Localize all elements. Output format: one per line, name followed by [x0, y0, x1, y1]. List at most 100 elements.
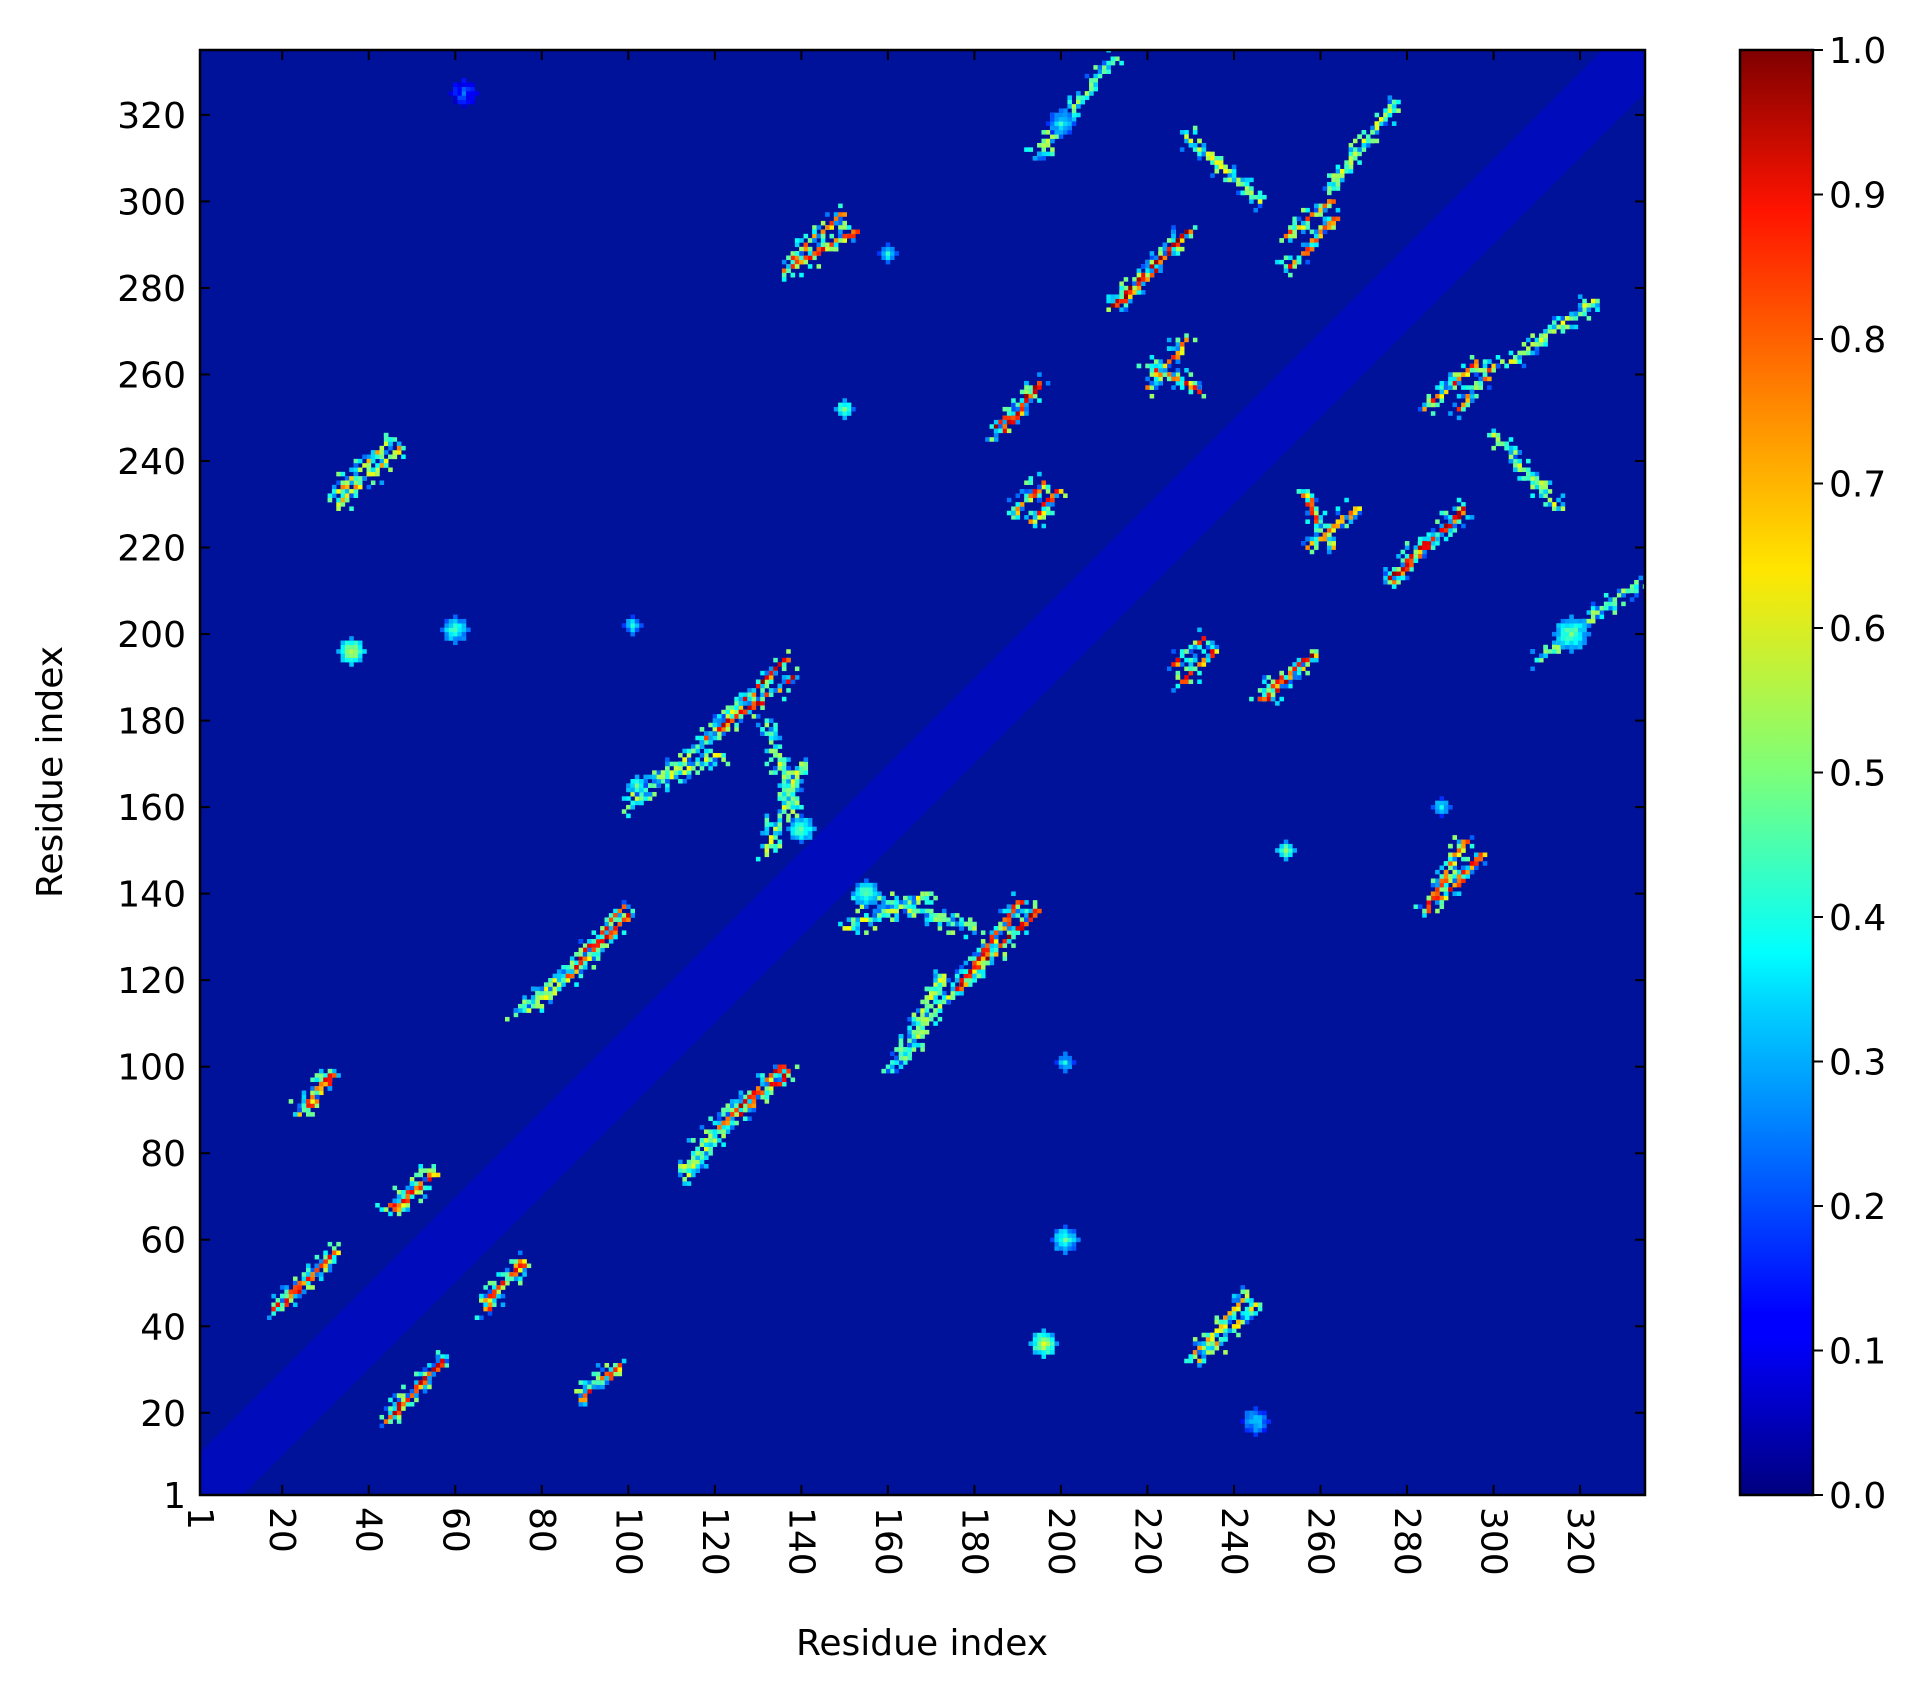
contact-cell: [427, 1168, 432, 1173]
contact-cell: [552, 986, 558, 992]
contact-cell: [911, 1016, 917, 1022]
contact-cell: [786, 774, 791, 780]
contact-cell: [972, 952, 977, 957]
contact-blob-cell: [1050, 1332, 1055, 1338]
contact-cell: [1474, 865, 1479, 871]
contact-blob-cell: [1448, 804, 1453, 810]
contact-cell: [1171, 649, 1176, 654]
contact-cell: [600, 926, 605, 931]
contact-cell: [851, 238, 856, 243]
contact-cell: [764, 813, 770, 819]
contact-cell: [1037, 471, 1042, 477]
contact-cell: [1231, 1324, 1237, 1329]
contact-cell: [842, 212, 848, 217]
contact-cell: [890, 904, 895, 909]
contact-cell: [937, 1008, 943, 1013]
contact-blob-cell: [885, 259, 891, 265]
contact-cell: [985, 952, 990, 957]
contact-cell: [1452, 385, 1458, 390]
contact-cell: [872, 908, 878, 914]
contact-cell: [1452, 372, 1458, 377]
contact-cell: [1500, 441, 1505, 447]
contact-cell: [786, 804, 791, 810]
contact-cell: [760, 843, 765, 849]
contact-cell: [1400, 575, 1406, 581]
contact-cell: [318, 1077, 324, 1083]
contact-cell: [1309, 541, 1315, 546]
contact-cell: [842, 238, 848, 243]
contact-cell: [582, 952, 588, 957]
contact-cell: [1301, 225, 1306, 230]
contact-cell: [1634, 579, 1639, 585]
contact-cell: [734, 705, 739, 710]
contact-cell: [1404, 554, 1410, 559]
contact-cell: [379, 1414, 385, 1420]
contact-cell: [1616, 588, 1622, 594]
contact-cell: [1543, 329, 1548, 334]
contact-cell: [760, 731, 765, 736]
contact-cell: [838, 212, 843, 217]
contact-cell: [409, 1177, 415, 1182]
contact-blob-cell: [885, 255, 891, 261]
contact-cell: [1534, 484, 1540, 490]
contact-cell: [1188, 1354, 1194, 1359]
contact-cell: [383, 441, 389, 447]
contact-cell: [1551, 329, 1557, 334]
contact-cell: [686, 1168, 692, 1173]
contact-cell: [379, 450, 385, 455]
contact-cell: [418, 1185, 424, 1191]
contact-blob-cell: [1564, 618, 1570, 624]
contact-cell: [1526, 476, 1531, 481]
contact-cell: [751, 1099, 757, 1104]
contact-cell: [725, 705, 731, 710]
contact-cell: [833, 220, 839, 226]
contact-blob-cell: [1556, 636, 1561, 641]
contact-cell: [574, 969, 579, 974]
contact-cell: [855, 930, 860, 935]
contact-cell: [305, 1107, 311, 1113]
contact-cell: [682, 1177, 687, 1182]
contact-cell: [1171, 242, 1176, 248]
contact-cell: [699, 744, 705, 749]
contact-cell: [1430, 528, 1436, 533]
contact-cell: [539, 995, 545, 1000]
contact-cell: [1158, 367, 1163, 373]
contact-cell: [526, 1003, 532, 1009]
contact-cell: [1439, 389, 1445, 395]
contact-cell: [933, 986, 938, 992]
contact-blob-cell: [1430, 804, 1436, 810]
contact-cell: [898, 1047, 904, 1052]
contact-cell: [1443, 878, 1449, 884]
contact-cell: [578, 947, 584, 953]
contact-cell: [941, 913, 947, 918]
contact-cell: [1296, 259, 1302, 265]
contact-cell: [993, 428, 999, 434]
contact-cell: [1469, 843, 1475, 849]
contact-cell: [422, 1367, 428, 1372]
contact-cell: [1223, 1328, 1228, 1333]
contact-cell: [1024, 908, 1029, 914]
contact-cell: [890, 891, 895, 897]
contact-cell: [972, 965, 977, 970]
contact-cell: [409, 1181, 415, 1186]
contact-blob-cell: [1063, 130, 1068, 135]
contact-cell: [729, 714, 735, 719]
contact-blob-cell: [1564, 640, 1570, 646]
contact-cell: [530, 986, 536, 992]
contact-blob-cell: [461, 623, 467, 628]
contact-blob-cell: [349, 662, 354, 667]
contact-cell: [1037, 151, 1042, 157]
contact-cell: [1024, 402, 1029, 408]
contact-cell: [388, 1406, 393, 1411]
contact-cell: [708, 766, 713, 771]
contact-cell: [327, 1068, 333, 1074]
contact-cell: [1028, 510, 1034, 516]
contact-cell: [587, 947, 592, 953]
contact-blob-cell: [794, 830, 800, 836]
contact-cell: [946, 930, 951, 935]
contact-cell: [760, 688, 765, 693]
contact-cell: [561, 978, 566, 983]
contact-cell: [401, 1198, 406, 1204]
contact-cell: [833, 242, 839, 248]
contact-cell: [1335, 506, 1341, 511]
